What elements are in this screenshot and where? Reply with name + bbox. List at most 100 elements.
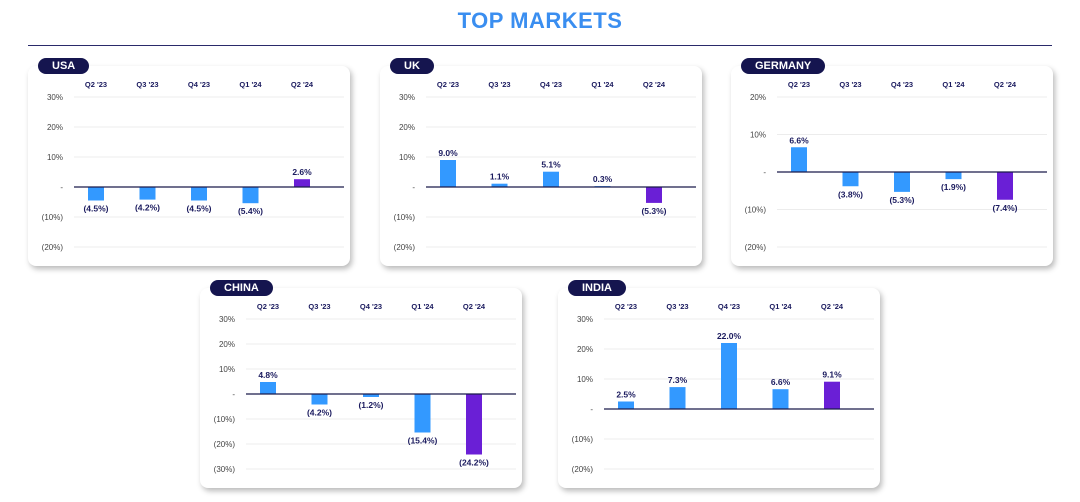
y-tick-label: (20%): [745, 243, 767, 252]
bar: [791, 147, 807, 172]
y-tick-label: 20%: [399, 123, 415, 132]
bar: [440, 160, 456, 187]
data-label: 6.6%: [789, 135, 809, 145]
data-label: (4.2%): [135, 203, 160, 213]
y-tick-label: 10%: [219, 365, 235, 374]
y-tick-label: (10%): [572, 435, 594, 444]
data-label: (5.3%): [889, 195, 914, 205]
data-label: 2.6%: [292, 167, 312, 177]
x-category-label: Q2 '24: [994, 80, 1017, 89]
data-label: (1.2%): [358, 400, 383, 410]
bar-chart-china: 30% 20% 10% - (10%) (20%) (30%) Q2 '23 4.8% Q3 '2…: [214, 302, 516, 474]
data-label: 22.0%: [717, 331, 742, 341]
y-tick-label: 20%: [577, 345, 593, 354]
data-label: (5.3%): [641, 206, 666, 216]
market-label: GERMANY: [741, 58, 826, 74]
bar: [824, 381, 840, 409]
chart-card-india: INDIA 30% 20% 10% - (10%) (20%) Q2 '23 2.5% Q3 '2…: [558, 280, 880, 488]
y-tick-label: 10%: [399, 153, 415, 162]
y-tick-label: -: [590, 405, 593, 414]
bar: [139, 187, 156, 200]
bar: [945, 172, 962, 180]
market-label: USA: [38, 58, 90, 74]
bar: [363, 394, 379, 397]
bar: [311, 394, 328, 405]
y-tick-label: 20%: [219, 340, 235, 349]
bar: [543, 171, 559, 187]
y-tick-label: 20%: [47, 123, 63, 132]
y-tick-label: 10%: [750, 131, 766, 140]
x-category-label: Q1 '24: [769, 302, 792, 311]
y-tick-label: 10%: [47, 153, 63, 162]
y-tick-label: (20%): [42, 243, 64, 252]
x-category-label: Q4 '23: [718, 302, 740, 311]
bar: [772, 389, 789, 409]
data-label: 6.6%: [771, 377, 791, 387]
chart-card-uk: UK 30% 20% 10% - (10%) (20%) Q2 '23 9.0% Q3 '23 1.…: [380, 58, 702, 266]
y-tick-label: 30%: [577, 315, 593, 324]
data-label: (3.8%): [838, 189, 863, 199]
x-category-label: Q4 '23: [891, 80, 913, 89]
data-label: (4.2%): [307, 408, 332, 418]
data-label: 9.1%: [822, 370, 842, 380]
chart-card-germany: GERMANY 20% 10% - (10%) (20%) Q2 '23 6.6% Q3 '23…: [731, 58, 1053, 266]
data-label: (5.4%): [238, 206, 263, 216]
data-label: (4.5%): [186, 204, 211, 214]
data-label: 7.3%: [668, 375, 688, 385]
bar: [894, 172, 910, 192]
y-tick-label: (10%): [745, 206, 767, 215]
data-label: (24.2%): [459, 458, 489, 468]
market-label: INDIA: [568, 280, 626, 296]
x-category-label: Q1 '24: [591, 80, 614, 89]
y-tick-label: (10%): [394, 213, 416, 222]
chart-card-usa: USA 30% 20% 10% - (10%) (20%) Q2 '23 (4.5%) Q3 '2…: [28, 58, 350, 266]
y-tick-label: 20%: [750, 93, 766, 102]
data-label: 2.5%: [616, 390, 636, 400]
data-label: (7.4%): [992, 203, 1017, 213]
data-label: 5.1%: [541, 160, 561, 170]
y-tick-label: (30%): [214, 465, 236, 474]
bar: [669, 387, 686, 409]
x-category-label: Q2 '24: [463, 302, 486, 311]
x-category-label: Q2 '24: [643, 80, 666, 89]
y-tick-label: (10%): [42, 213, 64, 222]
bar-chart-usa: 30% 20% 10% - (10%) (20%) Q2 '23 (4.5%) Q3 '23 (4…: [42, 80, 344, 252]
x-category-label: Q3 '23: [839, 80, 861, 89]
x-category-label: Q3 '23: [308, 302, 330, 311]
bar: [242, 187, 259, 204]
data-label: (4.5%): [83, 204, 108, 214]
y-tick-label: 10%: [577, 375, 593, 384]
bar: [414, 394, 431, 433]
x-category-label: Q4 '23: [360, 302, 382, 311]
x-category-label: Q2 '23: [257, 302, 279, 311]
x-category-label: Q2 '24: [821, 302, 844, 311]
bar-chart-uk: 30% 20% 10% - (10%) (20%) Q2 '23 9.0% Q3 '23 1.1%…: [394, 80, 696, 252]
x-category-label: Q1 '24: [239, 80, 262, 89]
x-category-label: Q3 '23: [666, 302, 688, 311]
y-tick-label: -: [60, 183, 63, 192]
bar: [721, 343, 737, 409]
bar: [842, 172, 859, 187]
x-category-label: Q3 '23: [136, 80, 158, 89]
x-category-label: Q3 '23: [488, 80, 510, 89]
page-title: TOP MARKETS: [457, 8, 623, 33]
bar: [191, 187, 207, 201]
bar-chart-germany: 20% 10% - (10%) (20%) Q2 '23 6.6% Q3 '23 (3.8%) Q…: [745, 80, 1047, 252]
data-label: 4.8%: [258, 370, 278, 380]
x-category-label: Q2 '23: [437, 80, 459, 89]
data-label: (15.4%): [408, 436, 438, 446]
y-tick-label: -: [763, 168, 766, 177]
y-tick-label: (20%): [572, 465, 594, 474]
y-tick-label: -: [412, 183, 415, 192]
bar: [618, 401, 634, 409]
x-category-label: Q2 '23: [85, 80, 107, 89]
bar: [466, 394, 482, 455]
x-category-label: Q4 '23: [540, 80, 562, 89]
x-category-label: Q2 '23: [788, 80, 810, 89]
market-label: CHINA: [210, 280, 273, 296]
data-label: 9.0%: [438, 148, 458, 158]
y-tick-label: 30%: [219, 315, 235, 324]
x-category-label: Q2 '23: [615, 302, 637, 311]
bar: [491, 183, 508, 187]
bar: [294, 179, 310, 187]
